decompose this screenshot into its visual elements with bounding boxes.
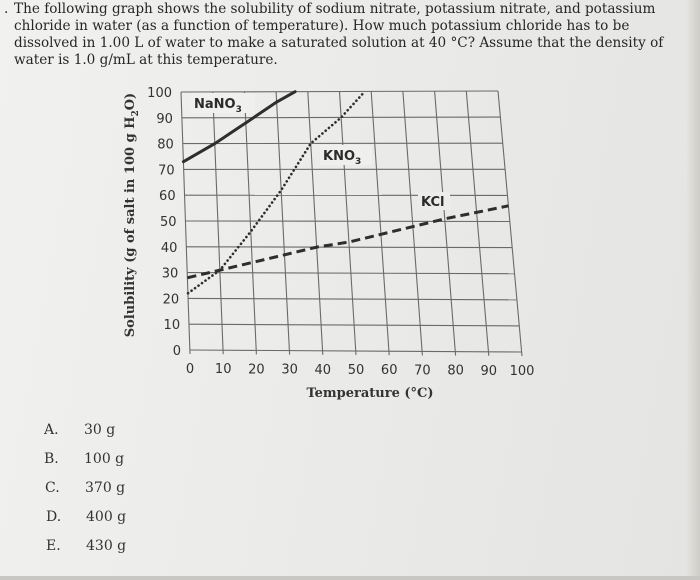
y-axis-ticks: 0 10 20 30 40 50 60 70 80 90 100 — [147, 86, 181, 359]
answer-d[interactable]: D. 400 g — [46, 509, 127, 525]
svg-text:0: 0 — [173, 344, 181, 359]
y-axis-title: Solubility (g of salt in 100 g H2O) — [123, 93, 141, 337]
svg-text:10: 10 — [164, 318, 181, 333]
svg-text:10: 10 — [215, 362, 232, 377]
question-line-4: water is 1.0 g/mL at this temperature. — [14, 52, 278, 68]
svg-text:40: 40 — [315, 363, 332, 378]
chart-grid — [180, 90, 523, 357]
label-kno3: KNO3 — [320, 145, 372, 167]
svg-text:0: 0 — [186, 362, 194, 377]
answer-c[interactable]: C. 370 g — [45, 480, 126, 496]
question-number: . — [4, 1, 9, 17]
svg-text:80: 80 — [157, 138, 174, 153]
svg-text:50: 50 — [348, 363, 365, 378]
svg-text:90: 90 — [481, 364, 498, 379]
svg-text:20: 20 — [248, 362, 265, 377]
answer-b[interactable]: B. 100 g — [44, 451, 125, 467]
svg-text:KNO3: KNO3 — [323, 149, 361, 167]
x-axis-title: Temperature (°C) — [306, 386, 433, 401]
svg-text:50: 50 — [160, 215, 177, 230]
svg-text:NaNO3: NaNO3 — [194, 97, 242, 115]
svg-text:100: 100 — [147, 86, 172, 101]
svg-text:80: 80 — [447, 364, 464, 379]
answer-a[interactable]: A. 30 g — [44, 422, 116, 438]
svg-text:70: 70 — [414, 363, 431, 378]
page-edge — [686, 0, 700, 580]
svg-text:90: 90 — [156, 112, 173, 127]
solubility-chart: 0 10 20 30 40 50 60 70 80 90 100 0 10 20 30 40 50 60 70 80… — [123, 86, 535, 401]
page-bottom-edge — [0, 576, 700, 580]
series-kcl — [187, 204, 509, 280]
svg-text:20: 20 — [163, 292, 180, 307]
x-axis-ticks: 0 10 20 30 40 50 60 70 80 90 100 — [186, 362, 535, 379]
svg-text:KCl: KCl — [421, 195, 445, 210]
question-line-3: dissolved in 1.00 L of water to make a s… — [14, 35, 664, 51]
series-kno3 — [186, 90, 367, 295]
svg-text:70: 70 — [158, 163, 175, 178]
svg-text:30: 30 — [162, 267, 179, 282]
question-text: . The following graph shows the solubilit… — [4, 1, 684, 69]
question-line-1: . The following graph shows the solubilit… — [4, 1, 656, 17]
label-nano3: NaNO3 — [191, 93, 255, 115]
question-line-2: chloride in water (as a function of temp… — [14, 18, 630, 34]
svg-text:100: 100 — [510, 364, 535, 379]
series-nano3 — [181, 90, 297, 164]
svg-text:60: 60 — [159, 189, 176, 204]
answer-e[interactable]: E. 430 g — [46, 538, 127, 554]
svg-text:60: 60 — [381, 363, 398, 378]
chart-series — [181, 90, 509, 295]
svg-text:30: 30 — [281, 363, 298, 378]
label-kcl: KCl — [418, 192, 450, 210]
svg-text:40: 40 — [161, 241, 178, 256]
